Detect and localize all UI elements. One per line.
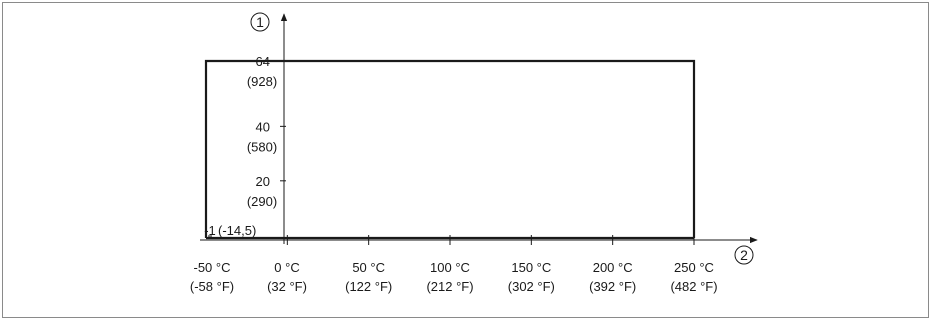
y-tick-label: -1 [204, 223, 216, 238]
x-tick-label: 250 °C [674, 260, 714, 275]
x-tick-label: 100 °C [430, 260, 470, 275]
y-tick-group: 64(928)40(580)20(290)-1 (-14,5) [204, 54, 286, 238]
x-tick-sublabel: (482 °F) [670, 279, 717, 294]
operating-envelope [204, 59, 696, 240]
y-tick-label: 40 [256, 119, 270, 134]
x-tick-sublabel: (392 °F) [589, 279, 636, 294]
envelope-line [204, 59, 696, 238]
x-tick-label: 0 °C [274, 260, 299, 275]
x-tick-label: 50 °C [352, 260, 385, 275]
x-tick-sublabel: (32 °F) [267, 279, 307, 294]
x-tick-sublabel: (302 °F) [508, 279, 555, 294]
y-tick-label: 20 [256, 174, 270, 189]
x-axis-marker: 2 [734, 245, 754, 265]
x-tick-sublabel: (-58 °F) [190, 279, 234, 294]
svg-text:2: 2 [740, 247, 748, 263]
y-tick-sublabel: (290) [247, 194, 277, 209]
y-axis-marker: 1 [250, 12, 270, 32]
svg-text:1: 1 [256, 14, 264, 30]
y-tick-sublabel: (580) [247, 139, 277, 154]
x-tick-label: 200 °C [593, 260, 633, 275]
x-tick-label: -50 °C [194, 260, 231, 275]
x-tick-group: -50 °C (-58 °F) 0 °C (32 °F) 50 °C (122 °F) 10… [190, 235, 718, 294]
x-tick-sublabel: (212 °F) [426, 279, 473, 294]
y-tick-sublabel: (-14,5) [218, 223, 256, 238]
diagram-frame [2, 2, 929, 318]
x-tick-label: 150 °C [511, 260, 551, 275]
y-tick-sublabel: (928) [247, 74, 277, 89]
x-tick-sublabel: (122 °F) [345, 279, 392, 294]
